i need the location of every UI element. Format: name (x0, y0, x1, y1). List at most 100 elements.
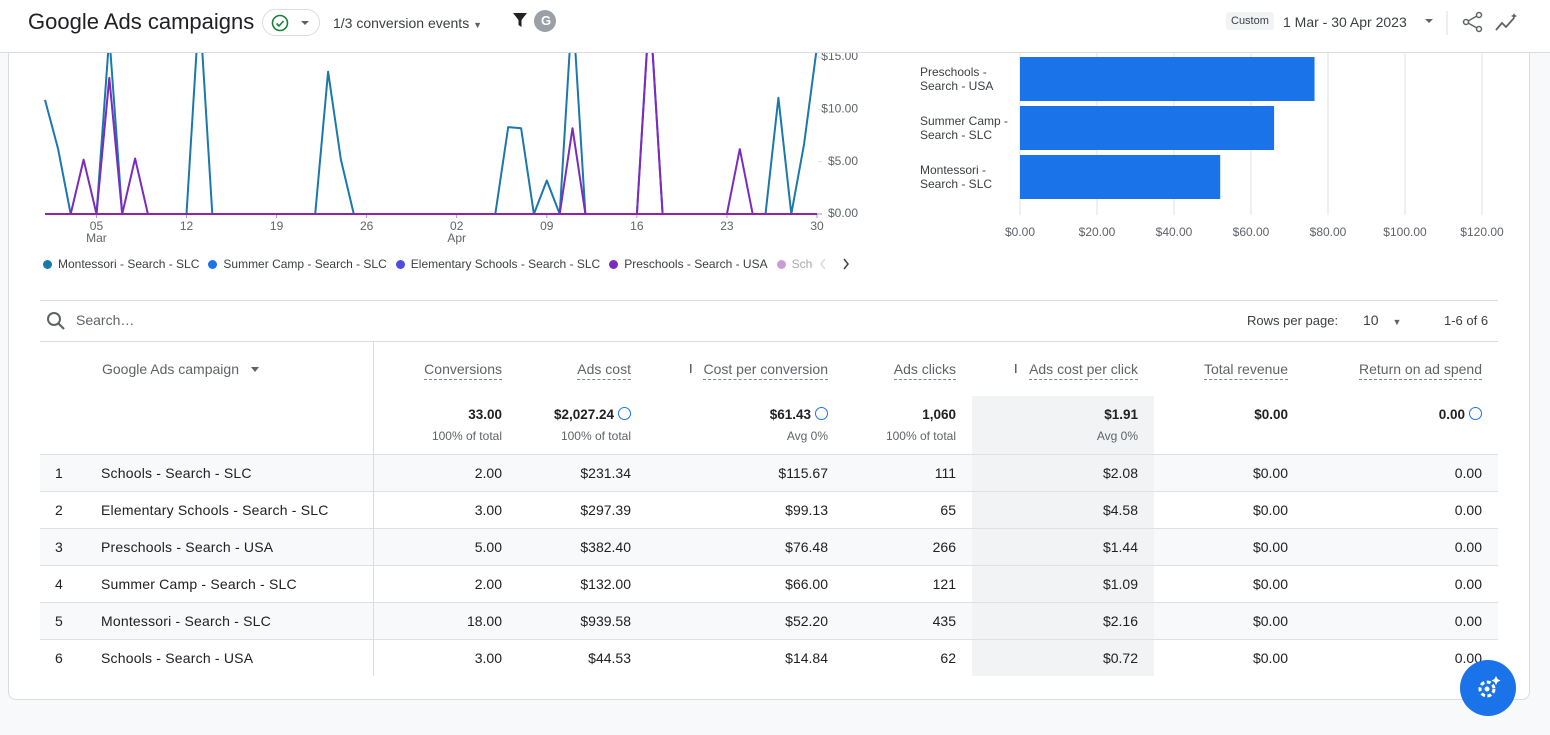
x-tick-label: 16 (630, 219, 644, 233)
table-cell: $0.00 (1154, 638, 1304, 676)
x-tick-month: Apr (447, 231, 466, 245)
table-cell: $14.84 (647, 638, 844, 676)
table-cell: 121 (844, 564, 972, 602)
column-title[interactable]: Google Ads campaign (102, 360, 239, 377)
dropdown-icon (250, 366, 259, 376)
table-cell: $52.20 (647, 601, 844, 639)
table-row: 2 Elementary Schools - Search - SLC 3.00 $2… (40, 490, 1498, 528)
column-title[interactable]: Cost per conversion (703, 360, 828, 380)
header-cell[interactable]: Google Ads campaign (90, 341, 374, 396)
table-cell: $297.39 (518, 490, 647, 528)
header-cell[interactable]: Ads cost per click (972, 341, 1154, 396)
rows-per-page-value[interactable]: 10 (1363, 312, 1379, 328)
table-cell: 65 (844, 490, 972, 528)
table-cell: 111 (844, 453, 972, 491)
date-range[interactable]: 1 Mar - 30 Apr 2023 (1283, 14, 1407, 30)
table-cell: 3.00 (373, 638, 518, 676)
totals-row: 33.00 100% of total $2,027.24 100% of total… (40, 396, 1498, 454)
table-cell: $44.53 (518, 638, 647, 676)
header-cell[interactable]: Cost per conversion (647, 341, 844, 396)
table-cell: $0.00 (1154, 490, 1304, 528)
x-tick-label: 05 (90, 219, 104, 233)
table-cell: 3 (40, 527, 90, 565)
totals-cell: 33.00 100% of total (373, 396, 518, 454)
legend-pager[interactable] (821, 259, 848, 269)
conversion-filter-text[interactable]: 1/3 conversion events (333, 15, 470, 31)
totals-cell: 1,060 100% of total (844, 396, 972, 454)
info-icon[interactable] (1469, 407, 1482, 420)
table-cell: 5 (40, 601, 90, 639)
rows-per-page[interactable]: 10 ▼ (1363, 312, 1402, 328)
filter-icons[interactable] (510, 10, 562, 34)
sort-icon (685, 362, 696, 375)
legend-item[interactable]: Preschools - Search - USA (609, 257, 768, 271)
table-row: 5 Montessori - Search - SLC 18.00 $939.58 $5… (40, 601, 1498, 639)
bar (1020, 106, 1274, 150)
header-cell[interactable]: Conversions (373, 341, 518, 396)
legend-label: Elementary Schools - Search - SLC (410, 257, 601, 271)
table-cell: 266 (844, 527, 972, 565)
column-title[interactable]: Ads cost per click (1029, 360, 1138, 380)
x-tick-label: $0.00 (1005, 225, 1035, 239)
header-cell (40, 341, 90, 396)
column-title[interactable]: Total revenue (1203, 360, 1288, 380)
campaign-cell: Elementary Schools - Search - SLC (90, 490, 374, 528)
table-cell: 1 (40, 453, 90, 491)
column-title[interactable]: Ads clicks (893, 360, 956, 380)
legend-label: Preschools - Search - USA (624, 257, 768, 271)
x-tick-label: $40.00 (1156, 225, 1193, 239)
legend-item[interactable]: Summer Camp - Search - SLC (208, 257, 387, 271)
table-cell: $99.13 (647, 490, 844, 528)
table-cell: $231.34 (518, 453, 647, 491)
column-title[interactable]: Return on ad spend (1359, 360, 1482, 380)
legend-item[interactable]: Elementary Schools - Search - SLC (395, 257, 601, 271)
column-title[interactable]: Conversions (424, 360, 502, 380)
bar (1020, 57, 1315, 101)
x-tick-label: 19 (270, 219, 284, 233)
data-table: Google Ads campaign Conversions Ads cost Co… (40, 341, 1498, 676)
legend-label: Schools - Search - USA (791, 257, 813, 271)
search-icon (47, 312, 65, 330)
legend-swatch (609, 259, 619, 269)
total-value: 33.00 (468, 407, 502, 422)
table-cell: $2.16 (972, 601, 1154, 639)
campaign-cell: Schools - Search - SLC (90, 453, 374, 491)
next-icon[interactable] (844, 259, 848, 269)
header-icons[interactable] (1420, 8, 1530, 38)
page-title: Google Ads campaigns (28, 9, 255, 34)
search-input[interactable]: Search… (76, 312, 135, 328)
fab[interactable] (1458, 658, 1518, 718)
totals-cell (90, 396, 374, 454)
table-cell: 0.00 (1304, 453, 1498, 491)
column-title[interactable]: Ads cost (577, 360, 631, 380)
legend-item[interactable]: Schools - Search - USA (776, 257, 813, 271)
total-value: $2,027.24 (553, 407, 614, 422)
table-cell: 435 (844, 601, 972, 639)
header-cell[interactable]: Return on ad spend (1304, 341, 1498, 396)
table-cell: $2.08 (972, 453, 1154, 491)
info-icon[interactable] (618, 407, 631, 420)
info-icon[interactable] (815, 407, 828, 420)
total-value: 0.00 (1438, 407, 1465, 422)
totals-cell: $2,027.24 100% of total (518, 396, 647, 454)
prev-icon[interactable] (821, 259, 825, 269)
table-cell: $0.00 (1154, 453, 1304, 491)
table-cell: 2.00 (373, 453, 518, 491)
y-tick-label: $5.00 (828, 154, 858, 168)
header: Google Ads campaigns 1/3 conversion even… (0, 0, 1550, 53)
total-sub: 100% of total (431, 429, 502, 443)
header-cell[interactable]: Ads clicks (844, 341, 972, 396)
legend-item[interactable]: Montessori - Search - SLC (43, 257, 199, 271)
avatar[interactable]: G (540, 13, 552, 28)
bar-chart: $0.00 $20.00 $40.00 $60.00 $80.00 $100.00 $120… (1005, 53, 1504, 239)
x-tick-month: Mar (86, 231, 107, 245)
table-cell: $0.72 (972, 638, 1154, 676)
header-cell[interactable]: Ads cost (518, 341, 647, 396)
conversion-filter[interactable]: 1/3 conversion events ▼ (333, 15, 483, 31)
total-value: 1,060 (922, 407, 956, 422)
legend-swatch (395, 259, 405, 269)
status-chip[interactable] (262, 9, 320, 36)
header-cell[interactable]: Total revenue (1154, 341, 1304, 396)
campaign-cell: Summer Camp - Search - SLC (90, 564, 374, 602)
